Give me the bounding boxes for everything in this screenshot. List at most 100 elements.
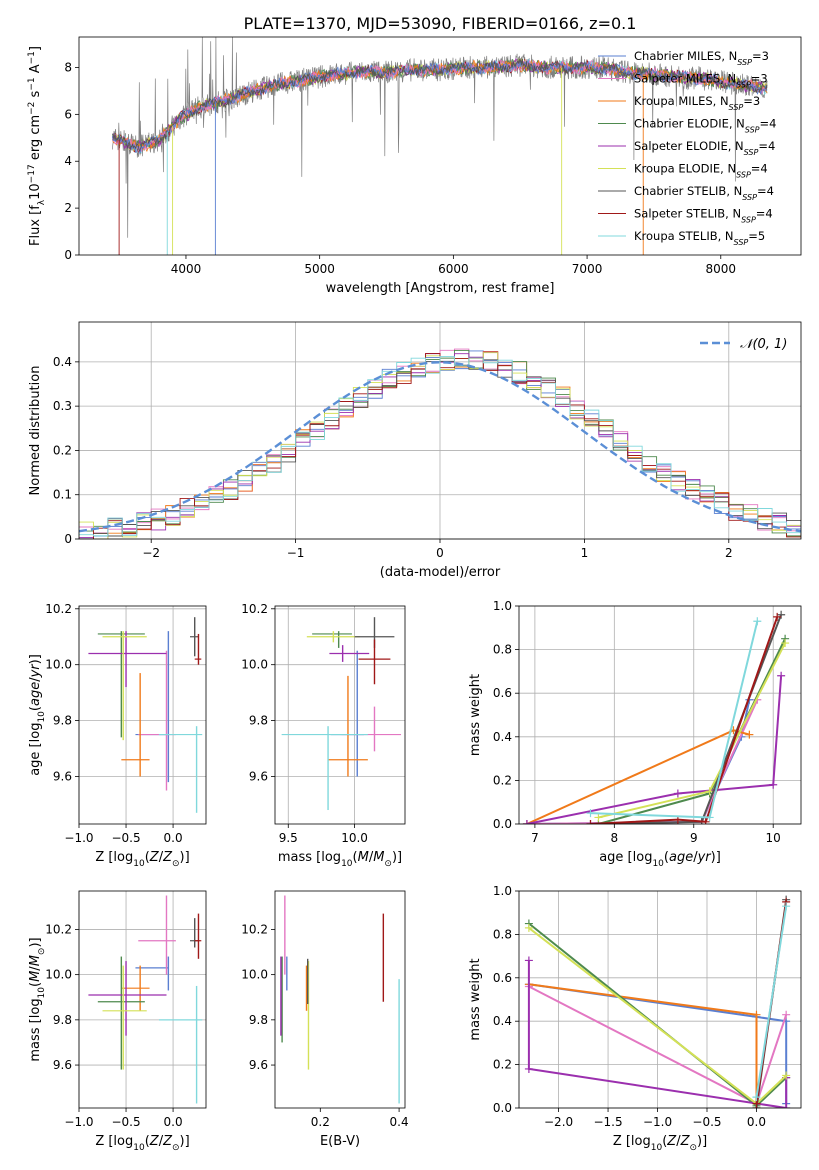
series-point: [524, 1064, 533, 1073]
normal-reference-curve: [79, 361, 801, 533]
tick-label-y: 9.6: [249, 1058, 268, 1072]
errorbar-salpeter-elodie: [88, 631, 167, 688]
model-chabrier-stelib: [112, 58, 768, 152]
tick-label-y: 0.8: [493, 927, 512, 941]
tick-label-x: 10: [766, 831, 781, 845]
z-massweight-panel: −2.0 −1.5 −1.0 −0.5 0.0 0.0 0.2 0.4 0.6 0.8 1.0 Z […: [468, 884, 802, 1153]
series-point: [752, 1093, 761, 1102]
observed-spectrum: [112, 37, 768, 238]
tick-label-y: 8: [64, 60, 72, 74]
tick-label-y: 0.4: [493, 1014, 512, 1028]
tick-label-y: 0.6: [493, 686, 512, 700]
tick-label-x: −0.5: [692, 1115, 721, 1129]
tick-label-x: −2.0: [544, 1115, 573, 1129]
tick-label-x: −1.0: [643, 1115, 672, 1129]
grid: [78, 606, 206, 824]
errorbar-kroupa-stelib: [158, 985, 203, 1104]
tick-label-x: 4000: [171, 262, 202, 276]
series-kroupa-stelib: [752, 902, 791, 1102]
tick-label-x: 0.0: [164, 1115, 183, 1129]
legend-label: Chabrier MILES, NSSP=3: [634, 49, 769, 67]
tick-label-y: 0.0: [493, 817, 512, 831]
errorbar-chabrier-stelib: [190, 617, 199, 657]
plot-area: [79, 348, 801, 539]
tick-label-y: 0.8: [493, 643, 512, 657]
tick-label-x: 0.2: [311, 1115, 330, 1129]
series-point: [777, 671, 786, 680]
x-axis-label: Z [log10(Z/Z⊙)]: [95, 1134, 189, 1153]
ticks: −2 −1 0 1 2 0 0.1 0.2 0.3 0.4: [53, 355, 733, 560]
series-point: [781, 639, 790, 648]
errorbar-kroupa-miles: [328, 675, 368, 777]
tick-label-x: 9.5: [279, 831, 298, 845]
x-axis-label: wavelength [Angstrom, rest frame]: [326, 281, 555, 296]
tick-label-x: −1: [287, 546, 305, 560]
tick-label-x: 7: [531, 831, 539, 845]
axes-frame: [78, 605, 207, 825]
tick-label-x: 0: [436, 546, 444, 560]
series-point: [594, 813, 603, 822]
plot-area: [524, 895, 791, 1108]
series-point: [769, 780, 778, 789]
series-line: [590, 616, 779, 824]
z-age-panel: −1.0 −0.5 0.0 9.6 9.8 10.0 10.2 Z [log10(Z/Z⊙)]…: [28, 602, 207, 869]
axes-frame: [78, 890, 207, 1109]
ticks: 0.2 0.4 9.6 9.8 10.0 10.2: [241, 922, 408, 1129]
grid: [519, 605, 801, 825]
series-point: [586, 820, 595, 824]
tick-label-y: 0.4: [493, 730, 512, 744]
tick-label-y: 10.0: [45, 968, 72, 982]
axes-frame: [78, 321, 802, 540]
plot-area: [281, 617, 402, 811]
plot-area: [88, 895, 203, 1104]
errorbar-salpeter-stelib: [194, 633, 202, 665]
plot-area: [522, 610, 790, 824]
legend-label: Kroupa ELODIE, NSSP=4: [634, 162, 768, 180]
plot-area: [280, 895, 400, 1104]
legend-label: Salpeter MILES, NSSP=3: [634, 72, 768, 90]
series-point: [524, 923, 533, 932]
tick-label-x: −0.5: [111, 1115, 140, 1129]
axes-frame: [518, 890, 802, 1109]
errorbar-chabrier-elodie: [312, 631, 352, 648]
ticks: −2.0 −1.5 −1.0 −0.5 0.0 0.0 0.2 0.4 0.6 0.8 1.0: [493, 884, 766, 1129]
tick-label-y: 0.2: [53, 443, 72, 457]
errorbar-salpeter-stelib: [194, 913, 202, 959]
tick-label-y: 9.8: [53, 714, 72, 728]
tick-label-x: 7000: [572, 262, 603, 276]
errorbar-salpeter-elodie: [329, 645, 370, 662]
y-axis-label: mass weight: [468, 674, 483, 756]
errorbar-salpeter-stelib: [358, 639, 391, 685]
legend-label: Chabrier STELIB, NSSP=4: [634, 184, 774, 202]
x-axis-label: age [log10(age/yr)]: [599, 850, 721, 869]
x-axis-label: mass [log10(M/M⊙)]: [278, 850, 402, 869]
x-axis-label: Z [log10(Z/Z⊙)]: [95, 850, 189, 869]
mass-age-panel: 9.5 10.0 9.6 9.8 10.0 10.2 mass [log10(M/M⊙)]: [241, 602, 406, 869]
legend: Chabrier MILES, NSSP=3 Salpeter MILES, NS…: [598, 49, 776, 247]
errorbar-kroupa-elodie: [102, 965, 147, 1070]
grid: [275, 606, 405, 824]
tick-label-y: 0.2: [493, 773, 512, 787]
series-point: [705, 787, 714, 796]
axes-frame: [78, 36, 802, 256]
tick-label-y: 10.0: [45, 658, 72, 672]
axes-frame: [274, 605, 406, 825]
series-line: [526, 699, 751, 824]
series-point: [705, 813, 714, 822]
ticks: 9.5 10.0 9.6 9.8 10.0 10.2: [241, 602, 368, 845]
hist-kroupa-stelib: [79, 356, 801, 537]
tick-label-x: −1.5: [593, 1115, 622, 1129]
ticks: −1.0 −0.5 0.0 9.6 9.8 10.0 10.2: [45, 602, 182, 845]
tick-label-y: 9.6: [53, 1058, 72, 1072]
tick-label-y: 0.1: [53, 488, 72, 502]
tick-label-x: −0.5: [111, 831, 140, 845]
series-point: [673, 789, 682, 798]
legend-label: Chabrier ELODIE, NSSP=4: [634, 117, 776, 135]
legend-label: Salpeter STELIB, NSSP=4: [634, 207, 773, 225]
ticks: 4000 5000 6000 7000 8000 0 2 4 6 8: [64, 60, 736, 276]
model-kroupa-elodie: [112, 57, 768, 151]
series-line: [526, 675, 783, 824]
series-kroupa-elodie: [594, 639, 790, 822]
tick-label-y: 10.0: [241, 658, 268, 672]
tick-label-y: 6: [64, 107, 72, 121]
